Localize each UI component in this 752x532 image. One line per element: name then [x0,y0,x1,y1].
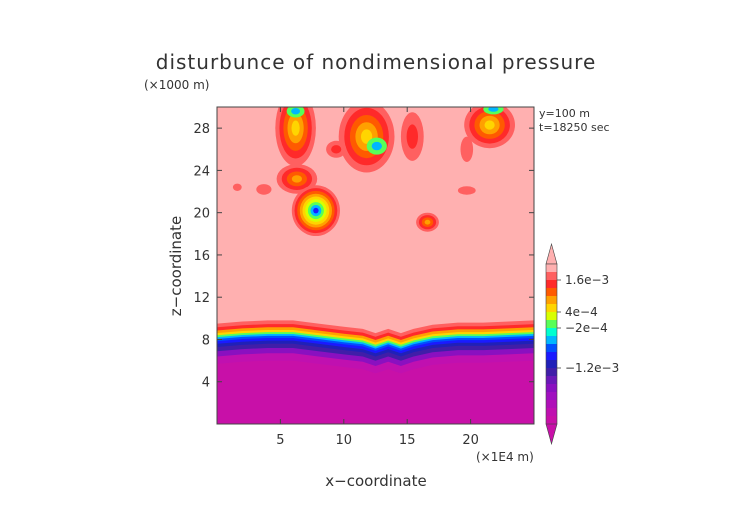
plot-area [217,107,534,424]
colorbar-segment [546,360,557,369]
contour-blob-4-level-4 [361,129,373,144]
colorbar-segment [546,296,557,305]
contour-blob-8-level-4 [484,120,495,130]
y-axis-label: z−coordinate [167,216,185,316]
contour-blob-11-level-3 [424,219,431,225]
colorbar-segment [546,408,557,417]
colorbar: 1.6e−3 4e−4 −2e−4 −1.2e−3 [545,242,619,446]
plot-frame [216,106,535,425]
x-axis-label: x−coordinate [325,472,426,490]
y-tick-label: 20 [193,207,210,222]
colorbar-segment [546,336,557,345]
colorbar-segment [546,416,557,425]
lower-layer-bands [217,320,534,424]
contour-blob-13-level-0 [256,184,272,195]
colorbar-segment [546,320,557,329]
colorbar-label: −1.2e−3 [565,361,619,375]
contour-blob-7-level-1 [406,124,418,149]
colorbar-segment [546,400,557,409]
y-unit-label: (×1000 m) [144,78,209,92]
colorbar-label: 4e−4 [565,305,598,319]
colorbar-segment [546,352,557,361]
colorbar-under-arrow [545,423,558,446]
colorbar-segment [546,264,557,273]
y-tick-label: 28 [193,122,210,137]
colorbar-label: 1.6e−3 [565,273,609,287]
colorbar-segment [546,288,557,297]
contour-blob-14-level-0 [232,183,242,191]
y-tick-label: 8 [202,333,210,348]
contour-blob-1-level-1 [291,108,300,115]
colorbar-segment [546,272,557,281]
colorbar-segment [546,392,557,401]
contour-blob-6-level-1 [331,145,342,154]
y-tick-label: 16 [193,249,210,264]
x-tick-label: 15 [399,433,416,448]
annotation-t: t=18250 sec [539,121,610,134]
contour-blob-5-level-1 [371,141,382,151]
colorbar-label: −2e−4 [565,321,608,335]
contour-blob-10-level-0 [460,136,474,162]
contour-blobs [232,107,515,237]
colorbar-segment [546,280,557,289]
y-axis: 4 8 12 16 20 24 28 [193,122,534,391]
colorbar-segment [546,304,557,313]
colorbar-segment [546,312,557,321]
x-tick-label: 5 [276,433,284,448]
contour-blob-3-level-8 [313,207,319,214]
contour-blob-0-level-4 [291,120,300,136]
chart-title: disturbunce of nondimensional pressure [156,50,597,74]
layer-band-12 [217,360,534,424]
x-unit-label: (×1E4 m) [476,450,534,464]
y-tick-label: 24 [193,164,210,179]
x-axis: 5 10 15 20 [276,107,479,448]
colorbar-frame [545,263,558,425]
contour-blob-12-level-0 [457,186,476,195]
colorbar-segment [546,344,557,353]
contour-blob-9-level-1 [488,107,499,112]
colorbar-segment [546,368,557,377]
y-tick-label: 4 [202,376,210,391]
colorbar-segment [546,328,557,337]
colorbar-over-arrow [545,242,558,265]
y-tick-label: 12 [193,291,210,306]
x-tick-label: 10 [336,433,353,448]
colorbar-segment [546,376,557,385]
colorbar-segment [546,384,557,393]
x-tick-label: 20 [462,433,479,448]
contour-blob-2-level-3 [291,175,302,183]
annotation-y: y=100 m [539,107,590,120]
